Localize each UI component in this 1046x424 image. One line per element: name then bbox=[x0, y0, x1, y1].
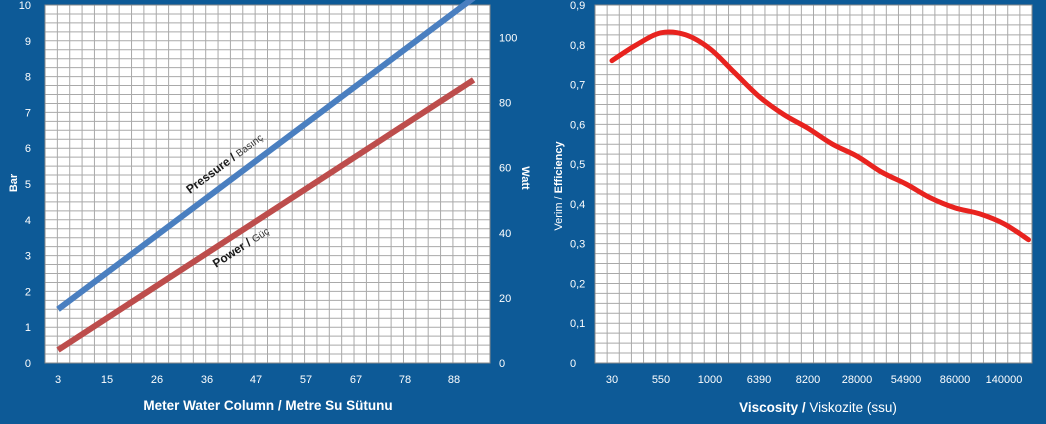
x-tick-label-2: 140000 bbox=[986, 374, 1023, 386]
y2-tick-label: 80 bbox=[499, 98, 511, 110]
x-tick-label: 36 bbox=[201, 374, 213, 386]
y-tick-label: 7 bbox=[25, 107, 31, 119]
y-tick-label-2: 0,2 bbox=[570, 278, 585, 290]
y-axis-title: Bar bbox=[8, 173, 20, 192]
y2-tick-label: 60 bbox=[499, 163, 511, 175]
x-tick-label-2: 30 bbox=[606, 374, 618, 386]
x-tick-label-2: 550 bbox=[652, 374, 670, 386]
y-axis-title-2: Verim / Efficiency bbox=[553, 140, 565, 230]
y2-tick-label: 100 bbox=[499, 33, 517, 45]
x-tick-label-2: 6390 bbox=[747, 374, 771, 386]
y-tick-label: 5 bbox=[25, 179, 31, 191]
x-tick-label-2: 54900 bbox=[891, 374, 922, 386]
x-tick-label: 67 bbox=[350, 374, 362, 386]
y-tick-label-2: 0,3 bbox=[570, 239, 585, 251]
plot-frame-2 bbox=[594, 4, 1033, 364]
y2-tick-label: 40 bbox=[499, 228, 511, 240]
y-tick-label: 8 bbox=[25, 72, 31, 84]
y-tick-label: 3 bbox=[25, 251, 31, 263]
y-tick-label-2: 0,4 bbox=[570, 199, 585, 211]
x-axis-title: Meter Water Column / Metre Su Sütunu bbox=[143, 398, 392, 413]
x-tick-label: 78 bbox=[399, 374, 411, 386]
x-axis-title-2: Viscosity / Viskozite (ssu) bbox=[739, 400, 897, 415]
x-tick-label-2: 1000 bbox=[698, 374, 722, 386]
y-tick-label-2: 0,9 bbox=[570, 0, 585, 12]
y-tick-label-2: 0,7 bbox=[570, 80, 585, 92]
power-line bbox=[56, 77, 476, 353]
y-tick-label: 10 bbox=[19, 0, 31, 12]
y-tick-label: 4 bbox=[25, 215, 31, 227]
y-tick-label: 2 bbox=[25, 286, 31, 298]
x-tick-label-2: 28000 bbox=[842, 374, 873, 386]
y-tick-label-2: 0,8 bbox=[570, 40, 585, 52]
y-tick-label-2: 0,6 bbox=[570, 119, 585, 131]
x-tick-label: 3 bbox=[55, 374, 61, 386]
x-tick-label: 47 bbox=[250, 374, 262, 386]
x-tick-label-2: 86000 bbox=[940, 374, 971, 386]
y-tick-label: 9 bbox=[25, 36, 31, 48]
y-tick-label-2: 0,5 bbox=[570, 159, 585, 171]
y2-tick-label: 20 bbox=[499, 293, 511, 305]
x-tick-label-2: 8200 bbox=[796, 374, 820, 386]
y-tick-label: 0 bbox=[25, 358, 31, 370]
plot-frame bbox=[44, 4, 491, 364]
plot-grid bbox=[44, 4, 491, 364]
x-tick-label: 88 bbox=[448, 374, 460, 386]
y-tick-label-2: 0 bbox=[570, 358, 576, 370]
y-tick-label: 6 bbox=[25, 143, 31, 155]
y-tick-label: 1 bbox=[25, 322, 31, 334]
efficiency-line bbox=[609, 29, 1031, 243]
pressure-line bbox=[56, 0, 476, 312]
y2-axis-title: Watt bbox=[519, 166, 531, 190]
x-tick-label: 57 bbox=[300, 374, 312, 386]
y-tick-label-2: 0,1 bbox=[570, 318, 585, 330]
x-tick-label: 15 bbox=[101, 374, 113, 386]
x-tick-label: 26 bbox=[151, 374, 163, 386]
y2-tick-label: 0 bbox=[499, 358, 505, 370]
